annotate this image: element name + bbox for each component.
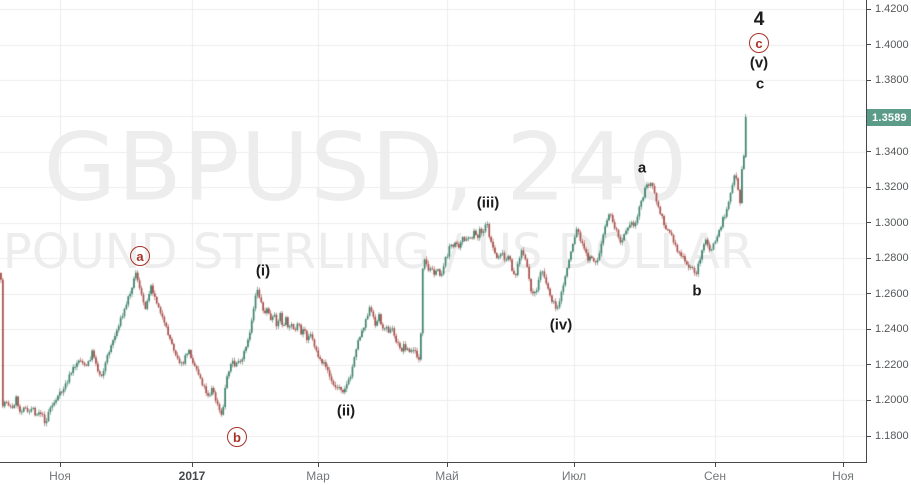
time-tick-label: Сен	[704, 469, 726, 483]
price-tick-label: 1.1800	[875, 430, 909, 443]
price-tick	[867, 257, 871, 259]
wave-label-4[interactable]: 4	[753, 9, 765, 30]
price-tick	[867, 151, 871, 153]
price-tick-label: 1.4000	[875, 38, 909, 51]
price-tick	[867, 79, 871, 81]
time-axis[interactable]: Ноя 2017 Мар Май Июл Сен Ноя	[0, 462, 911, 485]
time-tick-label: Июл	[561, 469, 587, 483]
price-tick-label: 1.4200	[875, 3, 909, 16]
time-tick	[447, 463, 448, 467]
time-tick-label: Мар	[306, 469, 330, 483]
candlestick-canvas[interactable]	[0, 0, 866, 462]
price-tick	[867, 186, 871, 188]
wave-label-b[interactable]: b	[692, 282, 702, 300]
price-tick-label: 1.3200	[875, 181, 909, 194]
price-tick-label: 1.2200	[875, 358, 909, 371]
price-tick-label: 1.2000	[875, 394, 909, 407]
time-tick-label: Май	[435, 469, 459, 483]
wave-label-circled-b[interactable]: b	[227, 427, 247, 447]
price-tick	[867, 399, 871, 401]
wave-label-circled-a[interactable]: a	[130, 246, 150, 266]
wave-label-v[interactable]: (v)	[749, 54, 769, 72]
price-tick	[867, 8, 871, 10]
time-tick-label: Ноя	[832, 469, 854, 483]
price-tick-label: 1.3400	[875, 145, 909, 158]
wave-label-i[interactable]: (i)	[255, 262, 271, 280]
price-tick	[867, 435, 871, 437]
price-tick-label: 1.2600	[875, 287, 909, 300]
wave-label-iii[interactable]: (iii)	[476, 194, 500, 212]
price-tick-label: 1.2800	[875, 252, 909, 265]
time-tick	[715, 463, 716, 467]
wave-label-c[interactable]: c	[755, 75, 765, 93]
price-tick	[867, 293, 871, 295]
chart-plot-area[interactable]: GBPUSD, 240 POUND STERLING / US DOLLAR a…	[0, 0, 866, 462]
price-tick-label: 1.3000	[875, 216, 909, 229]
price-tick	[867, 364, 871, 366]
time-tick	[574, 463, 575, 467]
time-tick	[843, 463, 844, 467]
time-tick-label: Ноя	[49, 469, 71, 483]
time-tick	[318, 463, 319, 467]
wave-label-ii[interactable]: (ii)	[336, 402, 356, 420]
price-tick-label: 1.2400	[875, 323, 909, 336]
elliott-wave-annotations: a b c 4 (v) c (i) (ii) (iii) (iv) a b	[130, 9, 769, 447]
time-tick	[60, 463, 61, 467]
wave-label-circled-c[interactable]: c	[749, 33, 769, 53]
wave-label-iv[interactable]: (iv)	[549, 316, 573, 334]
time-axis-line	[0, 462, 867, 463]
price-axis[interactable]: 1.3589 1.4200 1.4000 1.3800 1.3400 1.3200 1.3…	[866, 0, 911, 462]
price-tick	[867, 44, 871, 46]
last-price-badge: 1.3589	[867, 109, 911, 127]
price-tick	[867, 222, 871, 224]
wave-label-a[interactable]: a	[637, 159, 647, 177]
time-tick	[192, 463, 193, 467]
price-tick	[867, 328, 871, 330]
time-tick-label: 2017	[178, 469, 206, 483]
price-tick-label: 1.3800	[875, 74, 909, 87]
